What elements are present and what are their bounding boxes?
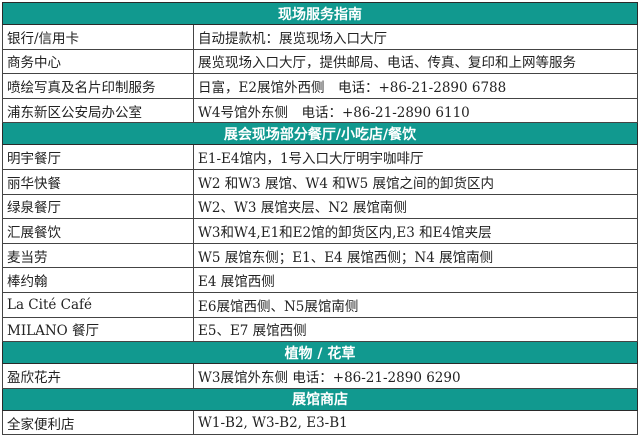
- table-row: 银行/信用卡 自动提款机：展览现场入口大厅: [2, 24, 638, 50]
- table-row: 盈欣花卉 W3展馆外东侧 电话：+86-21-2890 6290: [2, 363, 638, 389]
- service-name-cell: 银行/信用卡: [2, 24, 194, 50]
- location-cell: E4 展馆西侧: [193, 267, 638, 293]
- service-name-cell: 商务中心: [2, 48, 194, 75]
- location-cell: W2、W3 展馆夹层、N2 展馆南侧: [193, 193, 638, 220]
- location-cell: 自动提款机：展览现场入口大厅: [193, 24, 638, 50]
- location-cell: W3展馆外东侧 电话：+86-21-2890 6290: [193, 363, 638, 389]
- service-name-cell: 喷绘写真及名片印制服务: [2, 73, 194, 99]
- table-row: 商务中心 展览现场入口大厅，提供邮局、电话、传真、复印和上网等服务: [2, 48, 638, 75]
- service-name-cell: La Cité Café: [2, 291, 194, 318]
- table-row: 丽华快餐 W2 和W3 展馆、W4 和W5 展馆之间的卸货区内: [2, 168, 638, 195]
- service-name-cell: 全家便利店: [2, 409, 194, 435]
- table-row: 汇展餐饮 W3和W4,E1和E2馆的卸货区内,E3 和E4馆夹层: [2, 218, 638, 244]
- location-cell: W2 和W3 展馆、W4 和W5 展馆之间的卸货区内: [193, 168, 638, 195]
- section-header: 展会现场部分餐厅/小吃店/餐饮: [2, 122, 638, 146]
- table-row: 喷绘写真及名片印制服务 日富，E2展馆外西侧 电话：+86-21-2890 678…: [2, 73, 638, 99]
- location-cell: 展览现场入口大厅，提供邮局、电话、传真、复印和上网等服务: [193, 48, 638, 75]
- table-row: MILANO 餐厅 E5、E7 展馆西侧: [2, 316, 638, 343]
- service-name-cell: MILANO 餐厅: [2, 316, 194, 343]
- section-header: 现场服务指南: [2, 2, 638, 25]
- location-cell: W3和W4,E1和E2馆的卸货区内,E3 和E4馆夹层: [193, 218, 638, 244]
- location-cell: E6展馆西侧、N5展馆南侧: [193, 291, 638, 318]
- table-row: 明宇餐厅 E1-E4馆内，1号入口大厅明宇咖啡厅: [2, 144, 638, 170]
- service-name-cell: 汇展餐饮: [2, 218, 194, 244]
- service-name-cell: 丽华快餐: [2, 168, 194, 195]
- section-title: 展馆商店: [2, 387, 638, 411]
- location-cell: E1-E4馆内，1号入口大厅明宇咖啡厅: [193, 144, 638, 170]
- service-name-cell: 麦当劳: [2, 242, 194, 269]
- section-header: 展馆商店: [2, 387, 638, 411]
- service-name-cell: 浦东新区公安局办公室: [2, 97, 194, 124]
- table-row: 绿泉餐厅 W2、W3 展馆夹层、N2 展馆南侧: [2, 193, 638, 220]
- section-title: 现场服务指南: [2, 2, 638, 25]
- location-cell: 日富，E2展馆外西侧 电话：+86-21-2890 6788: [193, 73, 638, 99]
- table-row: 棒约翰 E4 展馆西侧: [2, 267, 638, 293]
- location-cell: E5、E7 展馆西侧: [193, 316, 638, 343]
- table-row: La Cité Café E6展馆西侧、N5展馆南侧: [2, 291, 638, 318]
- table-row: 麦当劳 W5 展馆东侧；E1、E4 展馆西侧；N4 展馆南侧: [2, 242, 638, 269]
- section-title: 展会现场部分餐厅/小吃店/餐饮: [2, 122, 638, 146]
- location-cell: W1-B2, W3-B2, E3-B1: [193, 409, 638, 435]
- service-name-cell: 绿泉餐厅: [2, 193, 194, 220]
- section-header: 植物 / 花草: [2, 341, 638, 365]
- section-title: 植物 / 花草: [2, 341, 638, 365]
- service-name-cell: 盈欣花卉: [2, 363, 194, 389]
- location-cell: W5 展馆东侧；E1、E4 展馆西侧；N4 展馆南侧: [193, 242, 638, 269]
- table-row: 浦东新区公安局办公室 W4号馆外东侧 电话：+86-21-2890 6110: [2, 97, 638, 124]
- table-row: 全家便利店 W1-B2, W3-B2, E3-B1: [2, 409, 638, 435]
- service-name-cell: 明宇餐厅: [2, 144, 194, 170]
- service-name-cell: 棒约翰: [2, 267, 194, 293]
- location-cell: W4号馆外东侧 电话：+86-21-2890 6110: [193, 97, 638, 124]
